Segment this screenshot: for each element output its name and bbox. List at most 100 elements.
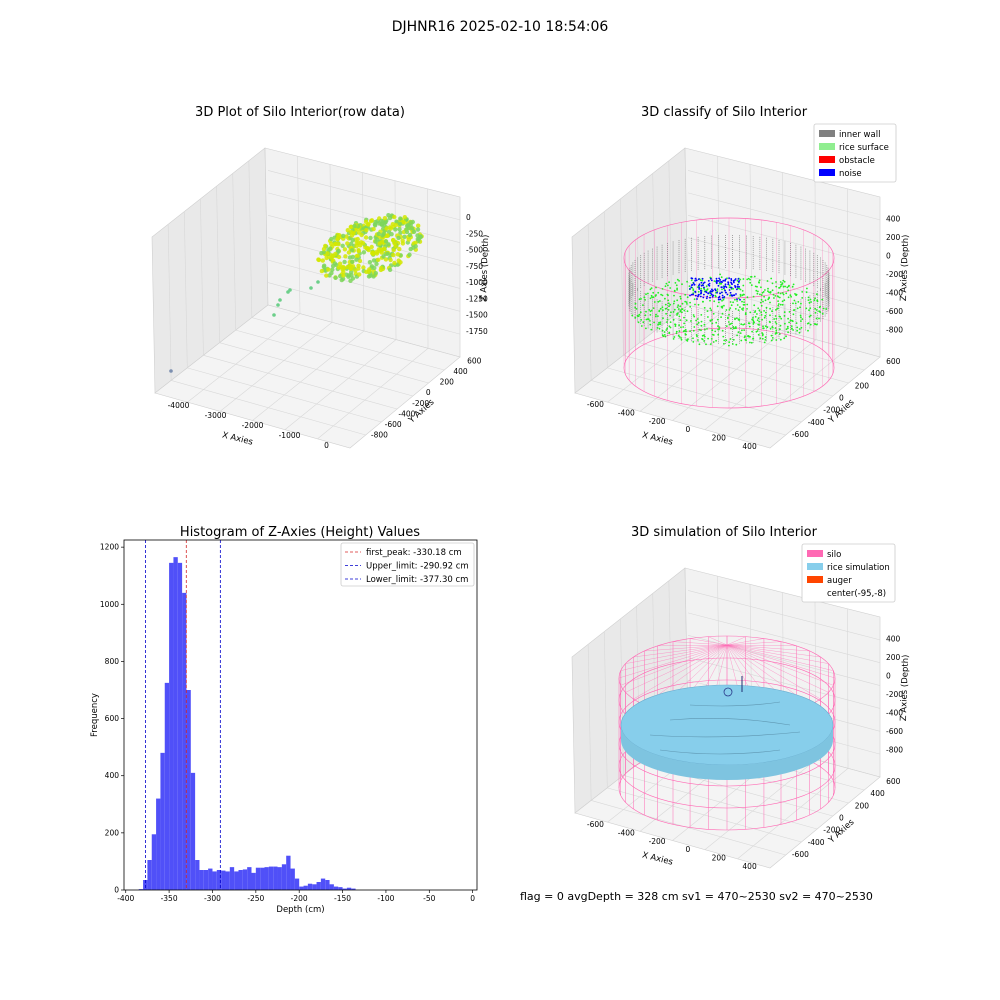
rice-surface-point [730,304,733,307]
grid-line [639,342,833,397]
rice-surface-point [728,313,730,316]
rice-surface-point [744,335,746,338]
noise-point [723,296,726,298]
raw-point [398,230,403,235]
noise-point [714,289,717,292]
rice-surface-point [666,293,669,296]
rice-surface-point [743,298,745,301]
rice-surface-point [816,300,819,303]
rice-surface-point [634,316,637,319]
raw-outlier-point [272,313,276,317]
histogram-bar [242,869,248,890]
rice-surface-point [709,319,712,322]
histogram-bar [342,888,347,890]
rice-surface-point [692,341,695,343]
rice-surface-point [701,338,703,340]
rice-surface-point [796,326,799,329]
raw-point [364,227,369,233]
rice-surface-point [679,309,682,311]
rice-surface-point [775,332,778,334]
rice-surface-point [711,318,713,321]
rice-surface-point [749,281,752,284]
rice-surface-point [697,339,699,341]
grid-line [603,631,608,788]
histogram-bar [208,868,213,890]
y-tick-label: 0 [839,394,844,403]
rice-surface-point [743,293,745,296]
y-tick-label: -400 [398,409,415,418]
rice-surface-point [672,302,675,305]
rice-surface-point [650,294,653,297]
rice-surface-point [657,300,660,303]
rice-surface-point [652,291,655,294]
x-tick-label: -150 [334,894,351,903]
y-tick-label: 0 [114,886,119,895]
silo-roof-rib [726,644,821,658]
rice-surface-point [718,282,721,285]
z-tick-label: -600 [886,727,903,736]
rice-surface-point [736,300,738,302]
rice-surface-point [807,299,810,301]
grid-line [252,330,365,421]
rice-surface-point [736,279,739,282]
rice-surface-point [728,323,731,326]
grid-line [603,211,608,368]
legend-swatch [819,169,835,176]
noise-point [708,282,711,285]
rice-surface-point [757,328,760,330]
raw-point [379,218,384,223]
rice-surface-point [795,294,797,297]
rice-surface-point [777,307,779,310]
legend-entry: inner wall [839,130,880,140]
noise-point [694,291,697,293]
grid-line [267,214,461,266]
rice-surface-point [779,292,782,295]
rice-surface-point [681,302,684,305]
rice-surface-point [673,300,676,303]
raw-point [391,252,396,258]
grid-line [267,282,461,335]
rice-surface-point [769,307,771,310]
grid-line [687,657,881,709]
grid-line [749,164,753,323]
rice-surface-point [792,309,795,311]
rice-surface-point [761,332,763,334]
rice-surface-point [752,295,755,298]
histogram-bar [216,870,222,890]
noise-point [717,284,720,287]
rice-surface-point [675,332,678,335]
rice-surface-point [742,323,744,326]
rice-surface-point [664,335,667,338]
grid-line [737,768,849,860]
rice-surface-point [714,330,717,333]
y-tick-label: -200 [412,399,429,408]
rice-surface-point [679,319,682,321]
raw-point [350,254,355,260]
status-line: flag = 0 avgDepth = 328 cm sv1 = 470~253… [520,890,873,903]
z-tick-label: -1500 [466,311,488,320]
rice-surface-point [751,330,753,333]
grid-line [687,612,881,664]
raw-point [336,265,341,270]
rice-surface-point [688,285,691,288]
rice-surface-point [785,335,787,338]
silo-roof-rib [726,644,834,686]
noise-point [701,277,704,280]
depth-histogram: Histogram of Z-Axies (Height) Values -400… [90,525,478,915]
rice-surface-point [796,307,799,310]
grid-line [235,329,429,384]
noise-point [690,286,693,289]
noise-point [689,294,691,297]
grid-line [704,759,817,850]
silo-roof-rib [657,644,728,647]
x-tick-label: -200 [649,837,666,846]
rice-surface-point [706,310,709,312]
raw-point [394,219,399,224]
rice-surface-point [750,276,752,278]
rice-surface-point [775,317,778,320]
rice-surface-point [681,308,683,310]
noise-point [724,285,727,287]
rice-surface-point [678,280,680,282]
grid-line [427,188,429,349]
rice-surface-point [771,337,774,339]
